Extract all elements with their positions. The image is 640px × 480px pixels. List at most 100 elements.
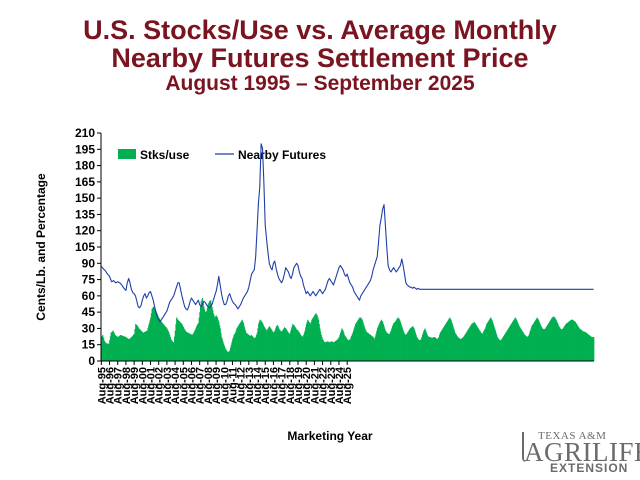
stocks-use-bar xyxy=(240,321,242,361)
stocks-use-bar xyxy=(320,331,322,361)
stocks-use-bar xyxy=(543,329,545,361)
x-tick-label: Aug-00 xyxy=(137,367,149,404)
stocks-use-bar xyxy=(396,318,398,361)
stocks-use-bar xyxy=(570,320,572,361)
stocks-use-bar xyxy=(283,328,285,361)
stocks-use-bar xyxy=(350,337,352,361)
stocks-use-bar xyxy=(205,311,207,361)
stocks-use-bar xyxy=(416,337,418,361)
stocks-use-bar xyxy=(231,342,233,361)
logo-line1: TEXAS A&M xyxy=(538,430,607,442)
stocks-use-bar xyxy=(339,332,342,361)
stocks-use-bar xyxy=(535,319,537,361)
stocks-use-bar xyxy=(528,334,530,361)
stocks-use-bar xyxy=(247,333,249,361)
stocks-use-bar xyxy=(538,319,540,361)
x-tick-label: Aug-24 xyxy=(334,366,346,404)
stocks-use-bar xyxy=(411,326,413,361)
stocks-use-bar xyxy=(141,332,143,361)
stocks-use-bar xyxy=(135,324,137,361)
stocks-use-bar xyxy=(438,337,440,361)
stocks-use-bar xyxy=(142,332,144,361)
x-tick-label: Aug-07 xyxy=(195,367,207,404)
stocks-use-bar xyxy=(468,328,470,361)
stocks-use-bar xyxy=(441,330,443,361)
stocks-use-bar xyxy=(149,320,151,361)
y-tick-label: 150 xyxy=(75,191,95,205)
stocks-use-bar xyxy=(493,326,495,361)
stocks-use-bar xyxy=(309,324,311,361)
stocks-use-bar xyxy=(320,334,322,361)
stocks-use-bar xyxy=(171,340,173,361)
stocks-use-bar xyxy=(201,299,203,361)
stocks-use-bar xyxy=(284,327,286,361)
stocks-use-bar xyxy=(128,339,130,361)
stocks-use-bar xyxy=(271,329,273,361)
stocks-use-bar xyxy=(311,319,313,361)
stocks-use-bar xyxy=(289,333,291,361)
stocks-use-bar xyxy=(473,321,475,361)
stocks-use-bar xyxy=(242,321,244,361)
stocks-use-bar xyxy=(124,336,126,361)
stocks-use-bar xyxy=(399,320,401,361)
stocks-use-bar xyxy=(355,323,357,361)
stocks-use-bar xyxy=(529,330,531,361)
stocks-use-bar xyxy=(562,328,564,361)
stocks-use-bar xyxy=(390,330,392,361)
stocks-use-bar xyxy=(576,324,578,361)
stocks-use-bar xyxy=(160,320,162,361)
stocks-use-bar xyxy=(440,331,442,361)
stocks-use-bar xyxy=(475,325,477,361)
stocks-use-bar xyxy=(471,323,473,361)
stocks-use-bar xyxy=(273,332,275,361)
stocks-use-bar xyxy=(366,332,368,361)
stocks-use-bar xyxy=(146,330,148,361)
stocks-use-bar xyxy=(208,301,210,361)
stocks-use-bar xyxy=(108,343,110,361)
stocks-use-bar xyxy=(230,347,232,361)
stocks-use-bar xyxy=(509,326,511,361)
stocks-use-bar xyxy=(233,334,235,361)
stocks-use-bar xyxy=(389,332,391,361)
stocks-use-bar xyxy=(436,339,438,361)
stocks-use-bar xyxy=(439,334,441,361)
stocks-use-bar xyxy=(590,336,592,361)
stocks-use-bar xyxy=(250,335,252,361)
stocks-use-bar xyxy=(470,325,472,361)
stocks-use-bar xyxy=(393,323,395,361)
stocks-use-bar xyxy=(574,321,576,361)
stocks-use-bar xyxy=(377,326,379,361)
stocks-use-bar xyxy=(557,324,559,361)
stocks-use-bar xyxy=(362,321,364,361)
stocks-use-bar xyxy=(510,325,512,361)
stocks-use-bar xyxy=(216,316,218,361)
stocks-use-bar xyxy=(284,327,286,361)
stocks-use-bar xyxy=(513,319,515,361)
stocks-use-bar xyxy=(356,321,358,361)
stocks-use-bar xyxy=(190,334,192,361)
stocks-use-bar xyxy=(148,323,150,361)
stocks-use-bar xyxy=(312,317,314,361)
stocks-use-bar xyxy=(176,318,178,361)
stocks-use-bar xyxy=(344,334,346,361)
stocks-use-bar xyxy=(497,337,499,361)
stocks-use-bar xyxy=(168,332,170,361)
x-tick-label: Aug-25 xyxy=(342,367,354,404)
stocks-use-bar xyxy=(533,323,535,361)
stocks-use-bar xyxy=(334,341,336,361)
chart-title-line2: Nearby Futures Settlement Price xyxy=(111,43,529,73)
stocks-use-bar xyxy=(206,311,208,361)
stocks-use-bar xyxy=(568,321,570,361)
stocks-use-bar xyxy=(211,306,213,361)
stocks-use-bar xyxy=(294,326,296,361)
stocks-use-bar xyxy=(413,327,415,361)
stocks-use-bar xyxy=(130,337,132,361)
stocks-use-bar xyxy=(239,323,241,361)
stocks-use-bar xyxy=(139,329,141,361)
stocks-use-bar xyxy=(305,327,307,361)
stocks-use-bar xyxy=(346,338,348,361)
stocks-use-bar xyxy=(144,331,146,361)
stocks-use-bar xyxy=(587,333,589,361)
stocks-use-bar xyxy=(589,335,591,361)
stocks-use-bar xyxy=(518,324,520,361)
